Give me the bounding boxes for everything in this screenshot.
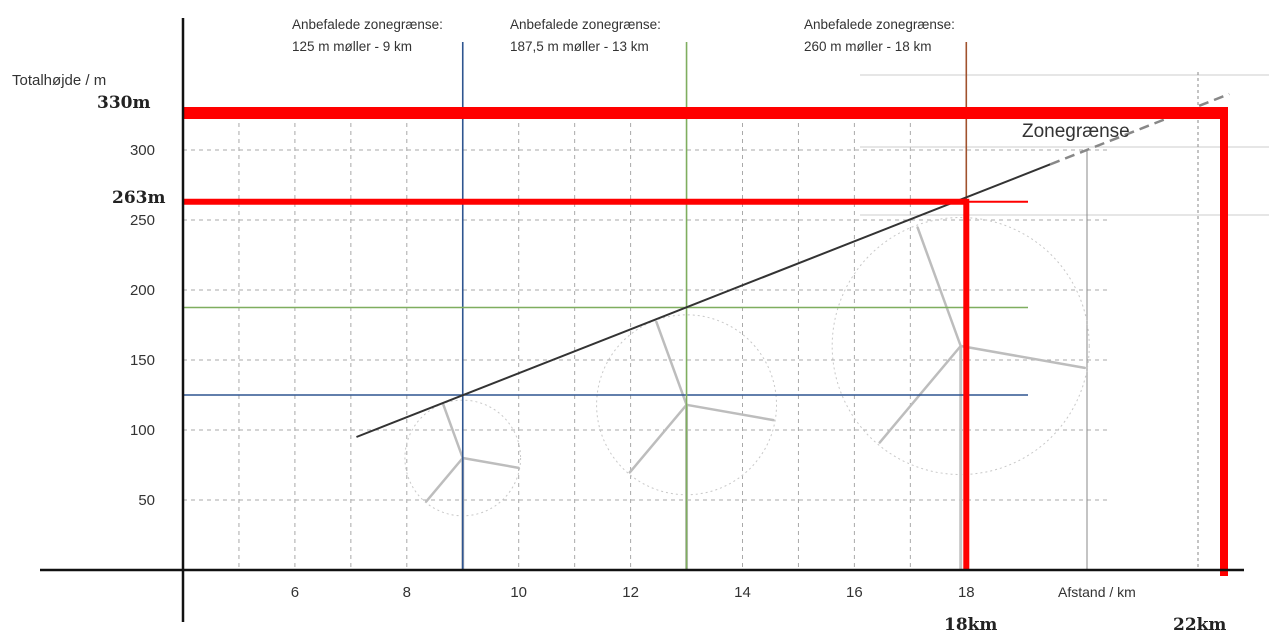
labels: Totalhøjde / m Afstand / km Zonegrænse A… — [12, 17, 1226, 635]
x-tick-label-8: 8 — [403, 584, 411, 601]
x-tick-label-12: 12 — [622, 584, 639, 601]
x-axis-title: Afstand / km — [1058, 584, 1136, 600]
highlight-263m-label: 263m — [112, 188, 165, 208]
x-tick-label-16: 16 — [846, 584, 863, 601]
turbines — [404, 216, 1090, 570]
x-tick-label-6: 6 — [291, 584, 299, 601]
grid — [183, 72, 1269, 570]
rec-label-9km-line2: 125 m møller - 9 km — [292, 39, 412, 54]
y-tick-label-50: 50 — [138, 492, 155, 509]
zone-line-solid — [356, 163, 1051, 438]
x-tick-label-18: 18 — [958, 584, 975, 601]
turbine-blade-1-1 — [685, 403, 775, 422]
turbine-blade-2-1 — [959, 344, 1087, 370]
y-tick-label-150: 150 — [130, 352, 155, 369]
turbine-blade-1-2 — [628, 403, 688, 474]
y-tick-label-200: 200 — [130, 282, 155, 299]
x-tick-label-10: 10 — [510, 584, 527, 601]
zone-line — [356, 92, 1230, 438]
y-tick-label-300: 300 — [130, 142, 155, 159]
zone-line-dashed — [1049, 92, 1230, 166]
turbine-blade-0-0 — [442, 403, 464, 460]
highlight-lines — [183, 107, 1228, 576]
axes — [40, 18, 1244, 622]
y-tick-label-250: 250 — [130, 212, 155, 229]
x-tick-label-14: 14 — [734, 584, 751, 601]
reference-lines — [183, 42, 1028, 570]
y-axis-title: Totalhøjde / m — [12, 72, 106, 89]
rec-label-18km-line2: 260 m møller - 18 km — [804, 39, 932, 54]
turbine-blade-2-0 — [916, 226, 962, 348]
turbine-blade-0-2 — [425, 456, 464, 503]
rec-label-18km-line1: Anbefalede zonegrænse: — [804, 17, 955, 32]
rec-label-13km-line1: Anbefalede zonegrænse: — [510, 17, 661, 32]
zone-line-label: Zonegrænse — [1022, 121, 1130, 142]
highlight-330m-label: 330m — [97, 93, 150, 113]
highlight-22km-label: 22km — [1173, 615, 1226, 635]
rec-label-9km-line1: Anbefalede zonegrænse: — [292, 17, 443, 32]
turbine-blade-0-1 — [461, 456, 520, 470]
rec-label-13km-line2: 187,5 m møller - 13 km — [510, 39, 649, 54]
turbine-blade-1-0 — [655, 320, 688, 407]
highlight-18km-label: 18km — [944, 615, 997, 635]
y-tick-label-100: 100 — [130, 422, 155, 439]
